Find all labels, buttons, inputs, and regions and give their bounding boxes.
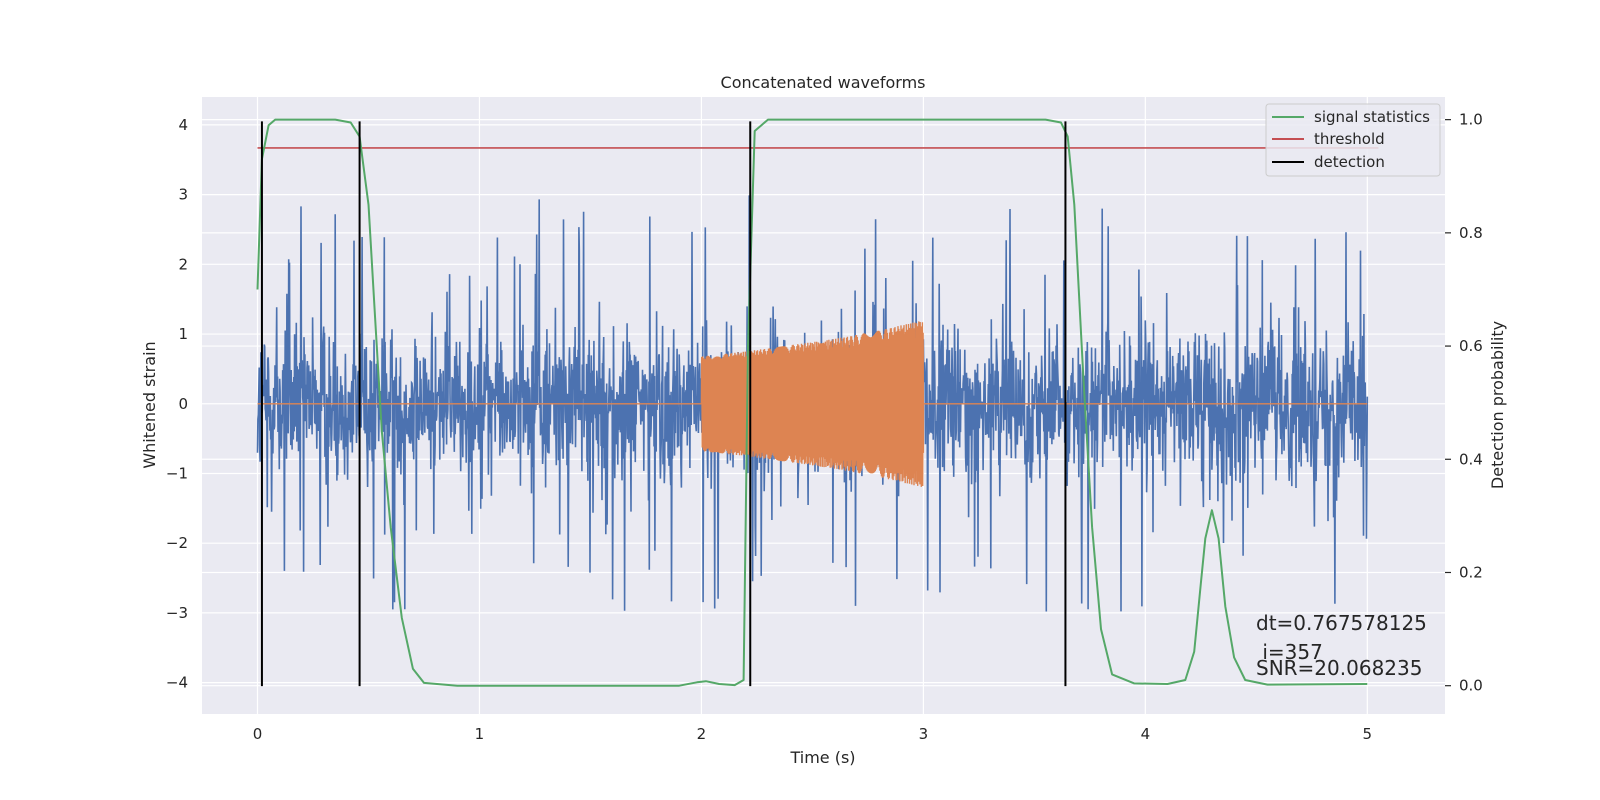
- ticks: 0 1 2 3 4 5 −4 −3 −2 −1 0 1 2 3 4 0.0 0.2 0.4 0.6 0.8 1.0: [166, 111, 1483, 743]
- y-tick-label-7: 3: [178, 186, 188, 204]
- y-tick-label-2: −2: [166, 534, 188, 552]
- legend-label-threshold: threshold: [1314, 130, 1385, 148]
- y2-tick-label-0: 0.0: [1459, 677, 1483, 695]
- legend-box: [1265, 103, 1441, 177]
- y2-tick-label-1: 0.2: [1459, 563, 1483, 581]
- x-tick-label-2: 2: [697, 725, 707, 743]
- signal-statistics-line: [256, 118, 1368, 687]
- legend-label-detection: detection: [1314, 153, 1385, 171]
- y-tick-label-1: −3: [166, 604, 188, 622]
- y2-tick-label-4: 0.8: [1459, 224, 1483, 242]
- signal-statistics-series: [256, 118, 1368, 687]
- legend: signal statistics threshold detection: [1265, 103, 1441, 177]
- y-tick-label-5: 1: [178, 325, 188, 343]
- x-tick-label-1: 1: [475, 725, 485, 743]
- legend-label-signal-statistics: signal statistics: [1314, 108, 1430, 126]
- x-tick-label-3: 3: [919, 725, 929, 743]
- y2-tick-label-3: 0.6: [1459, 337, 1483, 355]
- y-tick-label-3: −1: [166, 464, 188, 482]
- y-tick-label-0: −4: [166, 674, 188, 692]
- y-tick-label-8: 4: [178, 116, 188, 134]
- x-tick-label-5: 5: [1363, 725, 1373, 743]
- y-tick-label-6: 2: [178, 255, 188, 273]
- y2-tick-label-2: 0.4: [1459, 450, 1483, 468]
- y2-axis-label: Detection probability: [1488, 321, 1507, 489]
- x-axis-label: Time (s): [789, 748, 855, 767]
- injected-chirp-series: [257, 321, 1368, 487]
- x-tick-label-0: 0: [253, 725, 263, 743]
- chirp-line: [257, 321, 1368, 487]
- annotation: dt=0.767578125 i=357 SNR=20.068235: [1256, 611, 1427, 680]
- y2-tick-label-5: 1.0: [1459, 111, 1483, 129]
- detection-series: [260, 121, 1067, 687]
- annotation-snr: SNR=20.068235: [1256, 656, 1422, 680]
- y-tick-label-4: 0: [178, 395, 188, 413]
- x-tick-label-4: 4: [1141, 725, 1151, 743]
- y-axis-label: Whitened strain: [140, 341, 159, 468]
- annotation-dt: dt=0.767578125: [1256, 611, 1427, 635]
- chart-title: Concatenated waveforms: [721, 73, 926, 92]
- annotation-index: i=357: [1256, 640, 1323, 664]
